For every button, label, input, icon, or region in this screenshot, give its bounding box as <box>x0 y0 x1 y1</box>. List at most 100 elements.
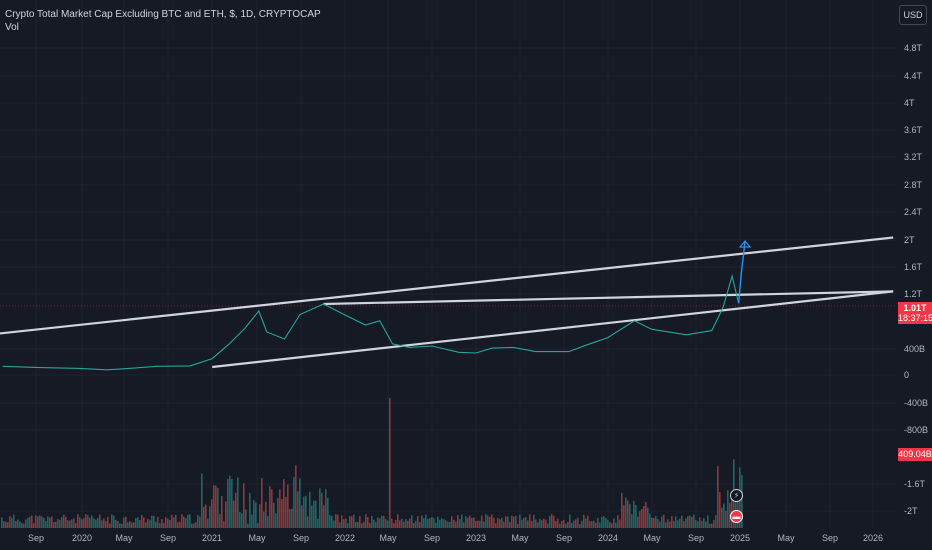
time-axis-label: 2024 <box>597 533 619 543</box>
volume-bar <box>587 515 589 528</box>
volume-bar <box>385 519 387 528</box>
volume-bar <box>517 523 519 528</box>
volume-bar <box>443 519 445 528</box>
volume-bar <box>249 492 251 528</box>
volume-bar <box>521 519 523 528</box>
currency-button[interactable]: USD <box>899 5 927 25</box>
volume-bar <box>215 485 217 528</box>
volume-bar <box>705 521 707 528</box>
volume-bar <box>421 515 423 528</box>
volume-bar <box>11 517 13 528</box>
volume-bar <box>279 489 281 528</box>
volume-bar <box>117 520 119 528</box>
volume-bar <box>255 502 257 528</box>
volume-bar <box>381 515 383 528</box>
volume-bar <box>497 517 499 528</box>
volume-bar <box>15 521 17 528</box>
us-flag-icon[interactable]: ▬ <box>730 510 743 523</box>
volume-bar <box>219 514 221 528</box>
volume-bar <box>309 491 311 528</box>
volume-bar <box>499 519 501 528</box>
volume-bar <box>459 519 461 528</box>
time-axis-label: May <box>511 533 529 543</box>
volume-bar <box>59 519 61 528</box>
volume-bar <box>71 519 73 528</box>
price-axis-label: 3.2T <box>904 152 923 162</box>
volume-bar <box>577 517 579 528</box>
volume-bar <box>457 514 459 528</box>
price-axis-label: 2T <box>904 235 915 245</box>
volume-bar <box>729 502 731 528</box>
volume-bar <box>119 523 121 528</box>
volume-bar <box>367 517 369 528</box>
volume-bar <box>501 517 503 528</box>
volume-bar <box>297 491 299 528</box>
volume-bar <box>555 521 557 528</box>
volume-bar <box>671 516 673 528</box>
volume-bar <box>597 517 599 528</box>
volume-bar <box>611 523 613 528</box>
volume-bar <box>21 522 23 528</box>
price-axis-label: -400B <box>904 398 929 408</box>
volume-bar <box>709 523 711 528</box>
volume-bar <box>159 523 161 528</box>
volume-bar <box>179 521 181 528</box>
volume-bar <box>701 520 703 528</box>
volume-bar <box>147 518 149 528</box>
volume-bar <box>537 522 539 528</box>
volume-bar <box>45 520 47 528</box>
time-axis-label: Sep <box>423 533 441 543</box>
volume-bar <box>239 511 241 528</box>
volume-bar <box>395 519 397 528</box>
volume-bar <box>715 515 717 528</box>
volume-bar <box>713 520 715 528</box>
volume-bar <box>237 477 239 528</box>
flash-icon[interactable]: ⚡ <box>730 489 743 502</box>
volume-bar <box>113 515 115 528</box>
trendlines[interactable] <box>0 236 894 369</box>
volume-bar <box>163 522 165 528</box>
volume-bar <box>641 509 643 528</box>
volume-bar <box>103 518 105 528</box>
volume-bar <box>543 518 545 528</box>
volume-bar <box>413 523 415 528</box>
volume-bar <box>95 519 97 528</box>
volume-bar <box>51 516 53 528</box>
volume-bar <box>483 521 485 528</box>
volume-bar <box>691 517 693 528</box>
volume-bar <box>3 521 5 528</box>
current-volume-badge: 409.04B <box>898 448 932 461</box>
volume-bar <box>673 521 675 528</box>
volume-bar <box>199 516 201 528</box>
volume-bar <box>13 514 15 528</box>
volume-bar <box>363 521 365 528</box>
volume-bar <box>143 517 145 528</box>
projection-arrow[interactable] <box>737 240 746 304</box>
volume-bar <box>471 517 473 528</box>
price-axis-label: 2.4T <box>904 207 923 217</box>
volume-bar <box>185 518 187 528</box>
volume-bar <box>173 517 175 528</box>
volume-bar <box>333 520 335 528</box>
volume-bar <box>7 522 9 528</box>
time-axis-label: May <box>248 533 266 543</box>
volume-bar <box>205 504 207 528</box>
volume-bar <box>605 517 607 528</box>
volume-bar <box>29 516 31 528</box>
volume-bar <box>707 515 709 528</box>
time-axis-label: 2023 <box>465 533 487 543</box>
volume-bar <box>39 515 41 528</box>
volume-bar <box>567 521 569 528</box>
volume-bar <box>77 514 79 528</box>
volume-bar <box>43 517 45 528</box>
volume-bar <box>17 519 19 528</box>
volume-bar <box>419 522 421 528</box>
time-axis-label: Sep <box>27 533 45 543</box>
volume-bar <box>603 516 605 528</box>
volume-bar <box>307 516 309 528</box>
volume-bar <box>353 514 355 528</box>
volume-bar <box>639 511 641 528</box>
volume-bar <box>599 522 601 528</box>
